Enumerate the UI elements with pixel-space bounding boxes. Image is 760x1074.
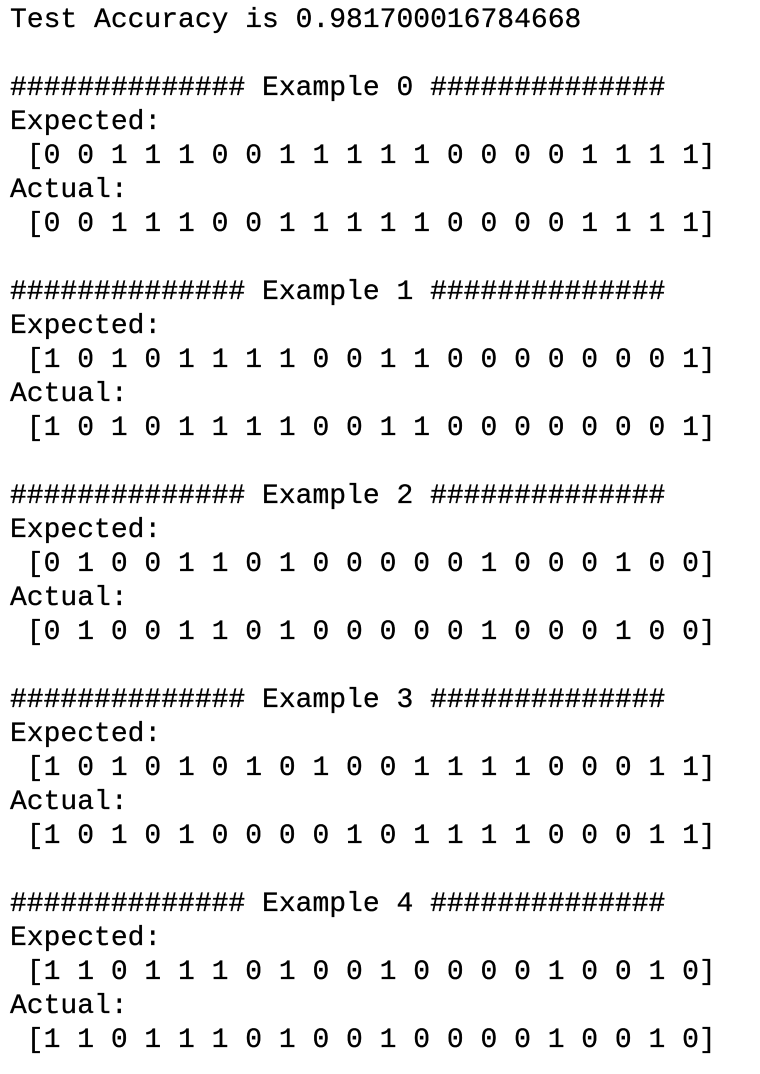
example-block: ############## Example 4 ############## … [10,888,716,1058]
blank-line [10,650,716,684]
actual-array: [1 0 1 0 1 0 0 0 0 1 0 1 1 1 1 0 0 0 1 1… [10,821,716,852]
expected-array: [1 0 1 0 1 0 1 0 1 0 0 1 1 1 1 0 0 0 1 1… [10,753,716,784]
actual-label: Actual: [10,787,128,818]
actual-label: Actual: [10,583,128,614]
expected-array: [0 0 1 1 1 0 0 1 1 1 1 1 0 0 0 0 1 1 1 1… [10,141,716,172]
console-output: Test Accuracy is 0.981700016784668 #####… [10,4,716,1058]
example-header: ############## Example 0 ############## [10,73,666,104]
actual-array: [0 1 0 0 1 1 0 1 0 0 0 0 0 1 0 0 0 1 0 0… [10,617,716,648]
blank-line [10,38,716,72]
example-block: ############## Example 2 ############## … [10,480,716,650]
actual-label: Actual: [10,175,128,206]
expected-label: Expected: [10,719,162,750]
expected-array: [0 1 0 0 1 1 0 1 0 0 0 0 0 1 0 0 0 1 0 0… [10,549,716,580]
expected-label: Expected: [10,311,162,342]
example-header: ############## Example 2 ############## [10,481,666,512]
expected-array: [1 1 0 1 1 1 0 1 0 0 1 0 0 0 0 1 0 0 1 0… [10,957,716,988]
example-block: ############## Example 1 ############## … [10,276,716,446]
actual-label: Actual: [10,991,128,1022]
expected-array: [1 0 1 0 1 1 1 1 0 0 1 1 0 0 0 0 0 0 0 1… [10,345,716,376]
example-header: ############## Example 4 ############## [10,889,666,920]
blank-line [10,446,716,480]
accuracy-line: Test Accuracy is 0.981700016784668 [10,5,582,36]
expected-label: Expected: [10,923,162,954]
example-header: ############## Example 3 ############## [10,685,666,716]
example-block: ############## Example 3 ############## … [10,684,716,854]
blank-line [10,854,716,888]
expected-label: Expected: [10,107,162,138]
example-header: ############## Example 1 ############## [10,277,666,308]
actual-array: [1 1 0 1 1 1 0 1 0 0 1 0 0 0 0 1 0 0 1 0… [10,1025,716,1056]
blank-line [10,242,716,276]
example-block: ############## Example 0 ############## … [10,72,716,242]
actual-array: [0 0 1 1 1 0 0 1 1 1 1 1 0 0 0 0 1 1 1 1… [10,209,716,240]
actual-array: [1 0 1 0 1 1 1 1 0 0 1 1 0 0 0 0 0 0 0 1… [10,413,716,444]
actual-label: Actual: [10,379,128,410]
expected-label: Expected: [10,515,162,546]
